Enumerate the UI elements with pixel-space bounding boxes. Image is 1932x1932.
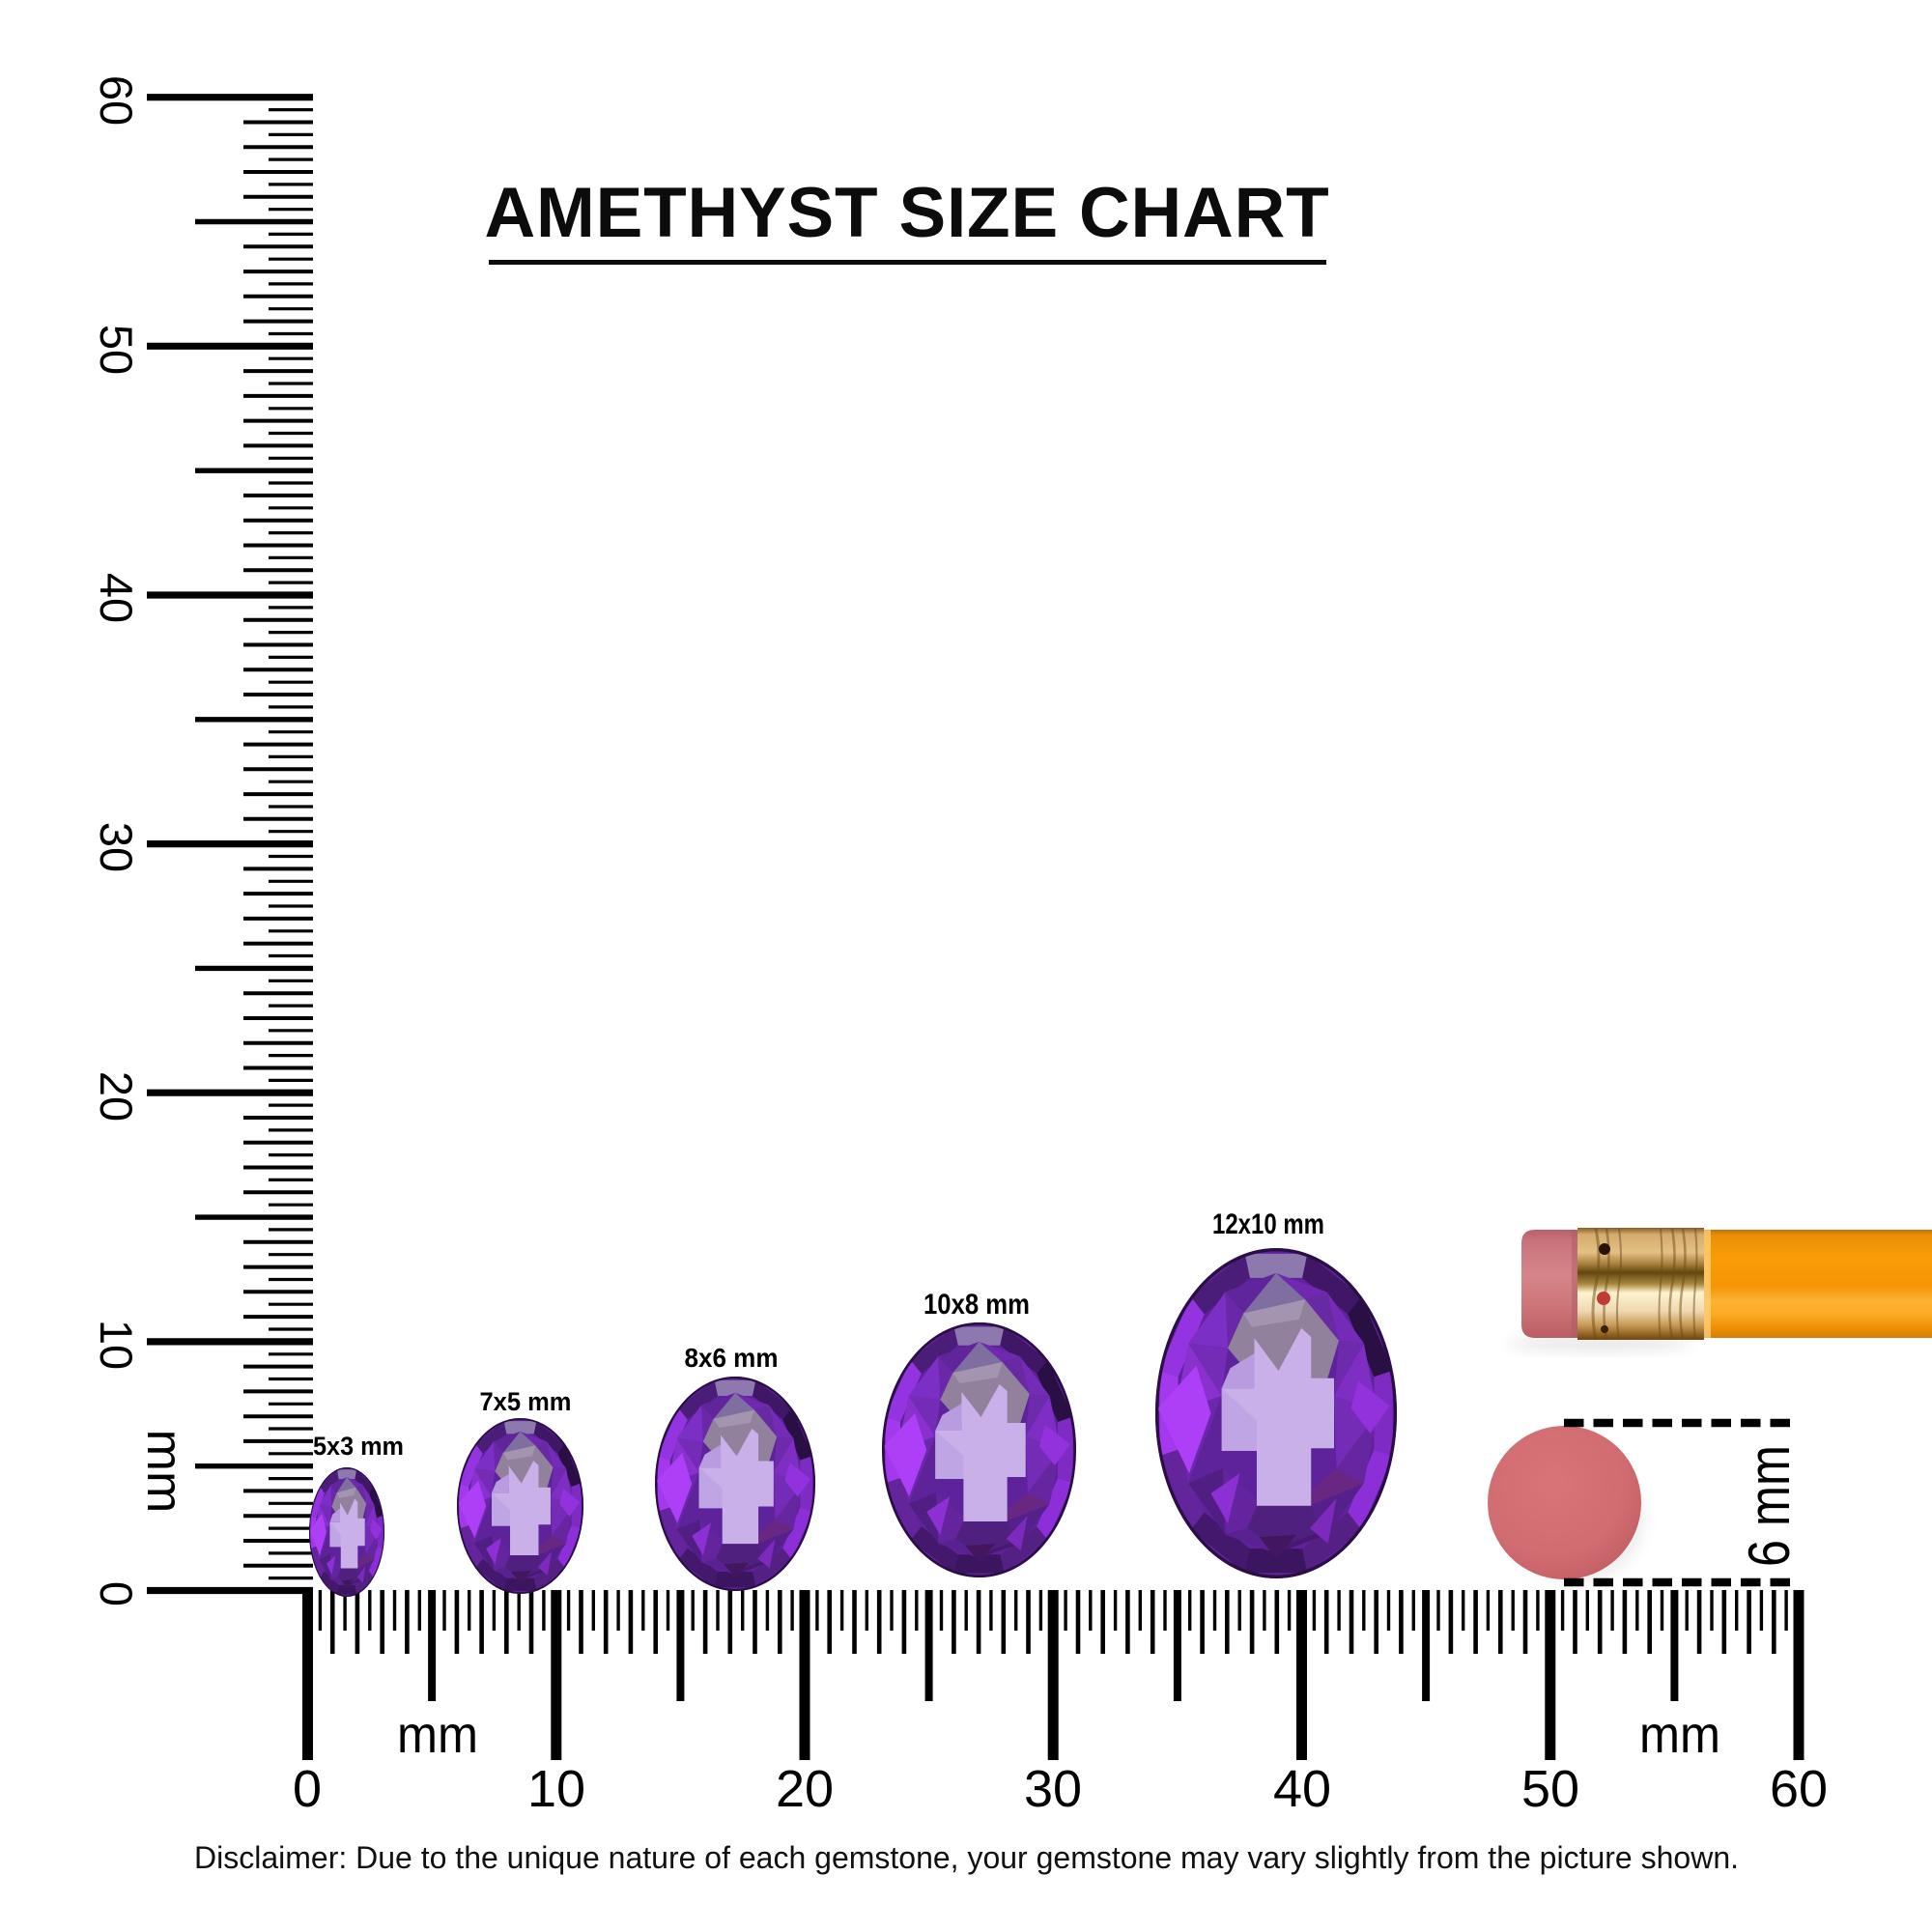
svg-text:5x3 mm: 5x3 mm [313,1432,404,1461]
svg-text:40: 40 [91,573,142,623]
svg-text:0: 0 [293,1760,322,1818]
svg-text:6 mm: 6 mm [1737,1445,1802,1567]
svg-text:mm: mm [1639,1706,1720,1764]
svg-text:30: 30 [1024,1760,1082,1818]
svg-text:40: 40 [1273,1760,1331,1818]
svg-text:60: 60 [1770,1760,1828,1818]
svg-text:12x10 mm: 12x10 mm [1212,1208,1324,1240]
svg-text:50: 50 [91,325,142,375]
svg-text:10: 10 [527,1760,585,1818]
svg-text:20: 20 [91,1071,142,1122]
svg-text:8x6 mm: 8x6 mm [685,1343,779,1373]
svg-text:mm: mm [136,1430,192,1514]
svg-text:7x5 mm: 7x5 mm [480,1387,572,1416]
svg-text:mm: mm [397,1706,478,1764]
svg-text:0: 0 [91,1581,142,1606]
svg-text:50: 50 [1521,1760,1579,1818]
svg-text:10: 10 [91,1320,142,1370]
svg-text:10x8 mm: 10x8 mm [923,1289,1030,1321]
svg-text:20: 20 [776,1760,834,1818]
svg-text:60: 60 [91,75,142,126]
svg-text:30: 30 [91,822,142,872]
